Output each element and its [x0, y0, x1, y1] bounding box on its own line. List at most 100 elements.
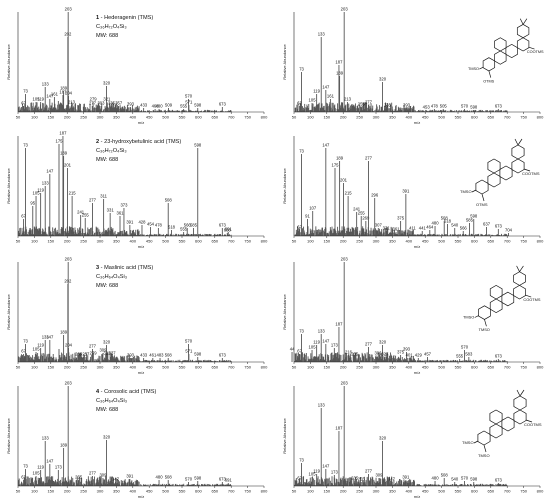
peak-label: 391: [126, 474, 134, 479]
peak-label: 173: [331, 470, 339, 475]
peak-label: 331: [383, 226, 391, 231]
peak-label: 335: [108, 101, 116, 106]
y-axis-label: Relative Abundance: [6, 167, 11, 203]
x-tick-label: 300: [373, 365, 380, 370]
x-tick-label: 250: [356, 115, 363, 120]
peak-label: 119: [37, 465, 44, 470]
peak-label: 187: [335, 426, 343, 431]
peak-label: 235: [351, 352, 359, 357]
peak-label: 255: [358, 211, 366, 216]
peak-label: 509: [165, 103, 173, 108]
x-tick-label: 400: [129, 239, 136, 244]
x-axis-label: m/z: [138, 494, 144, 499]
peak-label: 91: [305, 214, 310, 219]
peak-label: 133: [42, 335, 50, 340]
x-tick-label: 150: [47, 365, 54, 370]
ring: [478, 305, 491, 320]
peak-label: 147: [322, 143, 330, 148]
peak-label: 570: [461, 345, 469, 350]
structure-23-hydroxybetulinic-acid: COOTMS TMSO OTMS: [460, 135, 540, 211]
ring: [487, 172, 501, 188]
x-tick-label: 750: [244, 239, 251, 244]
x-tick-label: 50: [292, 365, 297, 370]
x-tick-label: 750: [244, 365, 251, 370]
spectrum-panel-4-left: 67 73 105 119 133 147 173 189 203 235 277 309 320 347…: [4, 378, 270, 500]
peak-label: 147: [322, 464, 330, 469]
ring: [489, 284, 503, 300]
peak-label: 204: [65, 343, 73, 348]
peak-label: 598: [194, 143, 202, 148]
peak-label: 393: [127, 353, 135, 358]
peak-label: 673: [495, 104, 503, 109]
x-tick-label: 500: [162, 365, 169, 370]
peak-label: 73: [299, 458, 304, 463]
x-tick-label: 500: [438, 365, 445, 370]
peak-label: 540: [451, 223, 459, 228]
spectrum-chart: 67 73 105 119 133 147 161 187 189 203 213 255 277 320…: [282, 7, 544, 126]
spectrum-chart: 6773105119133147189202203204235257277279…: [6, 257, 268, 376]
compound-number: 2: [96, 139, 100, 145]
y-axis-label: Relative Abundance: [282, 167, 287, 203]
peak-label: 147: [46, 169, 54, 174]
peak-label: 161: [327, 94, 335, 99]
peak-label: 691: [225, 227, 233, 232]
peak-label: 428: [138, 220, 146, 225]
peak-label: 147: [46, 94, 54, 99]
peak-label: 105: [33, 347, 41, 352]
y-axis-label: Relative Abundance: [6, 417, 11, 453]
peak-label: 235: [351, 476, 359, 481]
acid-group-label: COOTMS: [522, 171, 540, 176]
acid-bond: [525, 419, 533, 423]
compound-formula: C₃₆H₆₄O₄Si₃: [96, 274, 128, 280]
x-tick-label: 750: [520, 239, 527, 244]
spectrum-panel-1-left: 6773105119133147161187189202203204213277…: [4, 4, 270, 126]
peak-label: 187: [335, 60, 343, 65]
peak-label: 441: [419, 226, 427, 231]
x-tick-label: 450: [146, 115, 153, 120]
acid-bond: [523, 168, 531, 172]
x-tick-label: 750: [520, 365, 527, 370]
x-tick-label: 650: [211, 239, 218, 244]
peak-label: 307: [375, 223, 383, 228]
peak-label: 241: [353, 207, 361, 212]
methyl-bond: [519, 389, 525, 397]
acid-group-label: COOTMS: [524, 422, 542, 427]
ring: [489, 409, 503, 425]
peak-label: 147: [46, 335, 54, 340]
peak-label: 133: [318, 32, 326, 37]
peak-label: 320: [379, 436, 387, 441]
x-tick-label: 800: [261, 115, 268, 120]
peak-label: 235: [75, 475, 83, 480]
x-tick-label: 500: [438, 489, 445, 494]
x-tick-label: 300: [373, 115, 380, 120]
peak-label: 518: [444, 219, 452, 224]
ring: [501, 416, 515, 432]
peak-label: 508: [165, 475, 173, 480]
peak-label: 204: [65, 91, 73, 96]
x-tick-label: 800: [537, 365, 544, 370]
ring: [489, 423, 503, 439]
peak-label: 347: [388, 477, 396, 482]
x-tick-label: 350: [389, 239, 396, 244]
x-tick-label: 550: [455, 239, 462, 244]
x-axis-label: m/z: [138, 370, 144, 375]
peak-label: 335: [384, 103, 392, 108]
peak-label: 189: [336, 156, 344, 161]
compound-info-4: 4 - Corosolic acid (TMS) C₃₆H₆₄O₄Si₃ MW:…: [96, 388, 156, 415]
compound-number: 3: [96, 265, 100, 271]
spectrum-chart: 6773105119133147161187189202203204213277…: [6, 7, 268, 126]
peak-label: 320: [379, 340, 387, 345]
peak-label: 453: [423, 105, 431, 110]
peak-label: 44: [290, 347, 295, 352]
peak-label: 391: [402, 475, 410, 480]
peak-label: 598: [194, 476, 202, 481]
x-tick-label: 350: [113, 239, 120, 244]
peak-label: 320: [103, 340, 111, 345]
x-tick-label: 350: [113, 115, 120, 120]
compound-info-3: 3 - Maslinic acid (TMS) C₃₆H₆₄O₄Si₃ MW: …: [96, 264, 153, 291]
peak-label: 598: [470, 214, 478, 219]
ring: [511, 158, 525, 174]
x-axis-label: m/z: [414, 494, 420, 499]
peak-label: 73: [23, 89, 28, 94]
x-tick-label: 600: [471, 365, 478, 370]
